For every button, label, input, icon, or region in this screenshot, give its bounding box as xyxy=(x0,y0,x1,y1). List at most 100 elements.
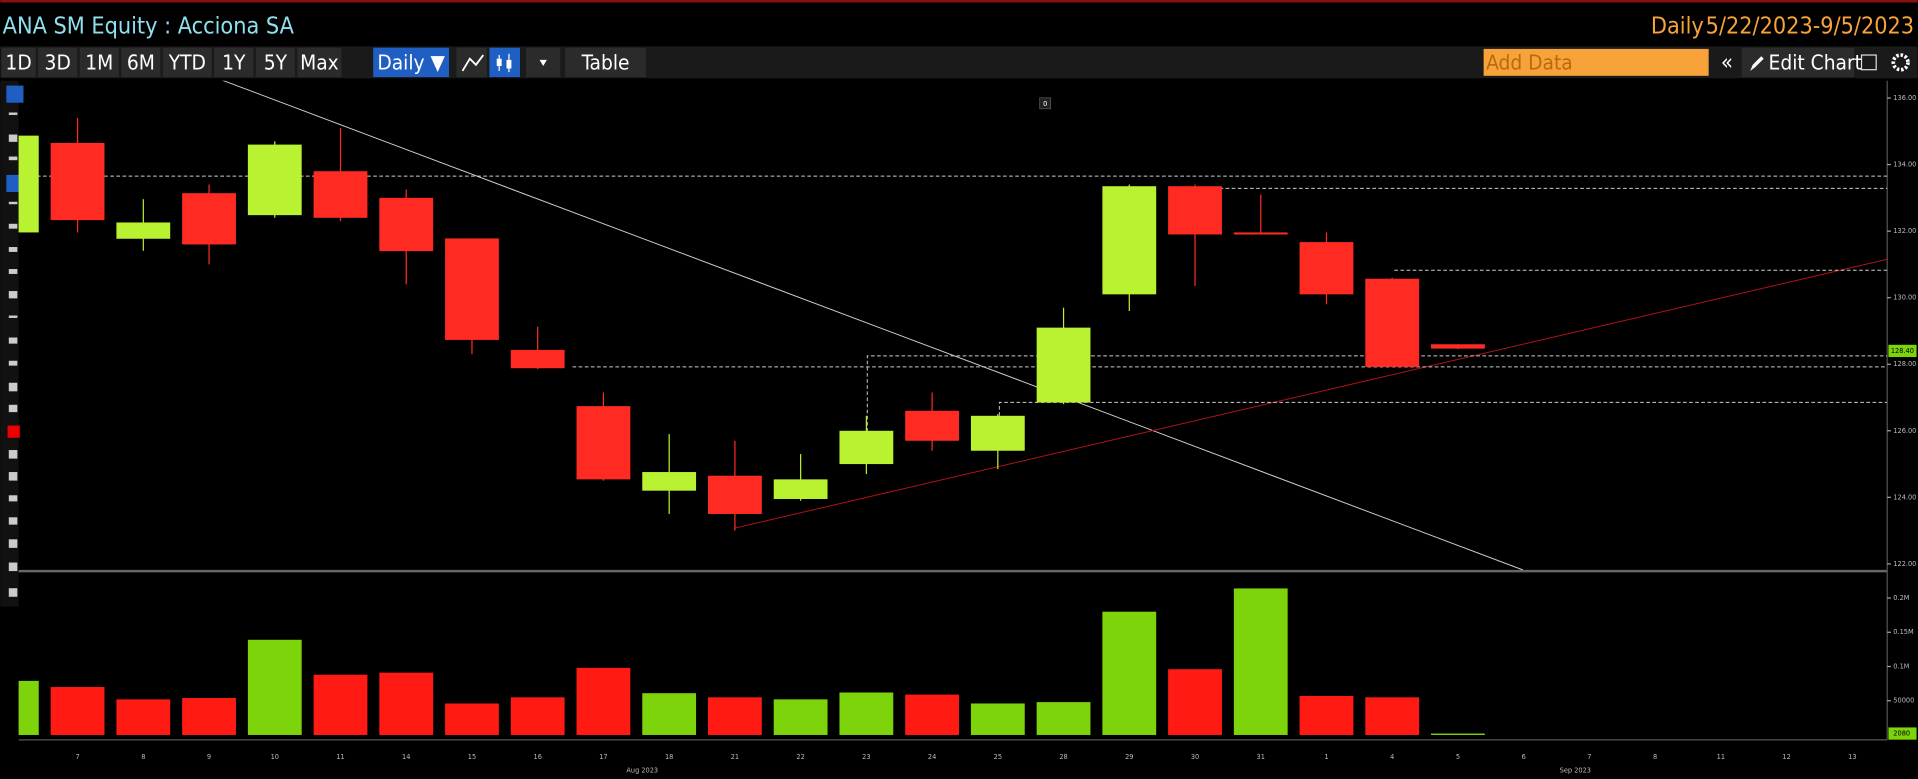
candle-body xyxy=(1036,327,1091,403)
x-tick-label: 8 xyxy=(141,752,145,761)
period-button-label[interactable]: 1D xyxy=(5,51,31,75)
frequency-dropdown[interactable] xyxy=(373,47,450,78)
collapse-button[interactable]: « xyxy=(1721,51,1733,76)
period-button[interactable] xyxy=(1,47,36,78)
date-range: 5/22/2023-9/5/2023 xyxy=(1706,12,1914,39)
x-tick-label: 7 xyxy=(75,752,79,761)
x-tick-label: 6 xyxy=(1522,752,1526,761)
y-tick-label: 0.2M xyxy=(1893,593,1909,602)
y-tick-label: 122.00 xyxy=(1893,559,1916,568)
volume-bar xyxy=(970,703,1025,735)
volume-bar xyxy=(1299,695,1354,735)
period-button-label[interactable]: YTD xyxy=(168,51,206,75)
last-price-marker xyxy=(1888,344,1917,358)
y-tick-label: 124.00 xyxy=(1893,492,1916,501)
period-button-label[interactable]: Max xyxy=(300,51,339,75)
period-button[interactable] xyxy=(162,47,212,78)
volume-bar xyxy=(116,699,171,735)
candle-body xyxy=(313,171,368,218)
period-button[interactable] xyxy=(121,47,161,78)
candle-chart-button[interactable] xyxy=(489,47,520,78)
period-button[interactable] xyxy=(255,47,295,78)
period-button-label[interactable]: 6M xyxy=(127,51,155,75)
y-tick-label: 0.15M xyxy=(1893,627,1914,636)
x-tick-label: 25 xyxy=(994,752,1002,761)
x-tick-label: 5 xyxy=(1456,752,1460,761)
settings-icon[interactable] xyxy=(1860,54,1877,71)
volume-bar xyxy=(182,697,236,735)
period-button-label[interactable]: 3D xyxy=(45,51,71,75)
volume-bar xyxy=(510,697,565,735)
x-tick-label: 14 xyxy=(402,752,410,761)
x-tick-label: 30 xyxy=(1191,752,1199,761)
volume-bar xyxy=(839,692,894,735)
candle-body xyxy=(116,222,171,239)
candle-body xyxy=(1168,186,1222,235)
y-tick-label: 132.00 xyxy=(1893,226,1916,235)
period-button[interactable] xyxy=(297,47,342,78)
volume-bar xyxy=(1233,588,1288,735)
y-tick-label: 136.00 xyxy=(1893,93,1916,102)
line-chart-button[interactable] xyxy=(456,47,487,78)
candle-body xyxy=(642,472,697,491)
x-tick-label: 9 xyxy=(207,752,211,761)
candle-body xyxy=(50,142,105,221)
volume-bar xyxy=(707,697,762,735)
volume-bar xyxy=(1365,697,1420,735)
table-button[interactable] xyxy=(565,47,646,78)
volume-bar xyxy=(1168,669,1222,735)
candle-body xyxy=(576,406,631,480)
period-button-label[interactable]: 5Y xyxy=(264,51,288,75)
frequency-dropdown-label[interactable]: Daily ▼ xyxy=(377,51,445,75)
add-data-placeholder[interactable]: Add Data xyxy=(1486,51,1573,75)
candle-body xyxy=(445,238,499,340)
x-tick-label: 10 xyxy=(271,752,279,761)
edit-chart-button[interactable] xyxy=(1741,47,1855,78)
x-tick-label: 21 xyxy=(731,752,739,761)
period-button-label[interactable]: 1M xyxy=(85,51,113,75)
candle-body xyxy=(970,415,1025,451)
period-button[interactable] xyxy=(214,47,254,78)
color-tool[interactable] xyxy=(7,425,20,438)
table-button-label[interactable]: Table xyxy=(581,51,630,75)
x-tick-label: 18 xyxy=(665,752,673,761)
edit-chart-label[interactable]: Edit Chart xyxy=(1769,51,1862,75)
y-tick-label: 126.00 xyxy=(1893,426,1916,435)
candle-body xyxy=(905,410,959,441)
frequency-label: Daily xyxy=(1651,12,1704,39)
y-tick-label: 130.00 xyxy=(1893,293,1916,302)
pointer-tool[interactable] xyxy=(6,85,24,103)
candle-body xyxy=(707,475,762,514)
x-tick-label: 11 xyxy=(1717,752,1725,761)
x-tick-label: 16 xyxy=(534,752,542,761)
volume-bar xyxy=(642,693,697,735)
x-tick-label: 15 xyxy=(468,752,476,761)
volume-bar xyxy=(773,699,828,735)
x-tick-label: 17 xyxy=(599,752,607,761)
last-volume-label: 2080 xyxy=(1893,729,1910,738)
volume-bar xyxy=(905,694,959,735)
add-data-input[interactable] xyxy=(1483,48,1709,76)
x-tick-label: 24 xyxy=(928,752,936,761)
period-button[interactable] xyxy=(79,47,119,78)
volume-bar xyxy=(247,639,302,735)
candle-body xyxy=(1365,278,1420,367)
volume-bar xyxy=(313,674,368,735)
candle-body xyxy=(1102,186,1157,295)
candle-body xyxy=(182,193,236,245)
x-tick-label: 12 xyxy=(1782,752,1790,761)
period-button-label[interactable]: 1Y xyxy=(222,51,246,75)
volume-bar xyxy=(379,672,434,735)
period-button[interactable] xyxy=(38,47,78,78)
gear-icon[interactable] xyxy=(1891,53,1910,72)
candle-body xyxy=(18,135,39,233)
volume-bar xyxy=(50,687,105,735)
volume-bar xyxy=(445,703,499,735)
volume-bar xyxy=(1431,733,1485,735)
x-tick-label: 23 xyxy=(862,752,870,761)
candle-body xyxy=(379,197,434,252)
x-tick-label: 11 xyxy=(336,752,344,761)
x-tick-label: 31 xyxy=(1257,752,1265,761)
volume-bar xyxy=(576,667,631,735)
candle-body xyxy=(1233,232,1288,235)
